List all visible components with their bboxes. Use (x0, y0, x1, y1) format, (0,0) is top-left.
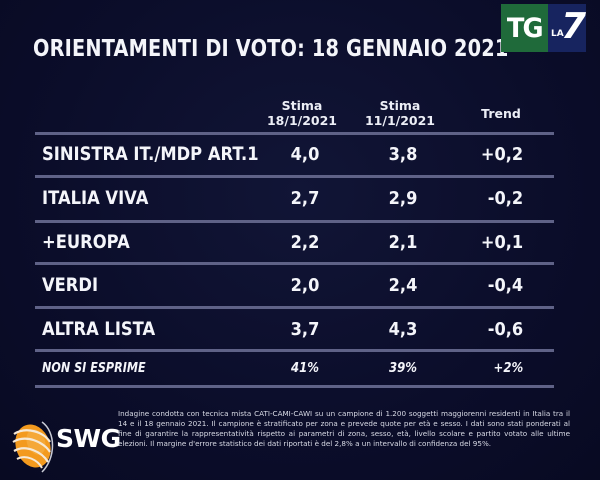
current-value: 41% (290, 361, 320, 376)
current-value: 3,7 (290, 319, 320, 340)
current-value: 2,7 (290, 188, 320, 209)
trend-value: +0,1 (480, 232, 524, 253)
previous-value: 3,8 (388, 144, 418, 165)
current-value: 2,2 (290, 232, 320, 253)
party-name: +EUROPA (42, 231, 130, 253)
party-name: VERDI (42, 274, 99, 296)
trend-value: -0,6 (487, 319, 524, 340)
row-separator (35, 306, 554, 309)
column-header-previous-line2: 11/1/2021 (364, 113, 435, 128)
party-name: SINISTRA IT./MDP ART.1 (42, 143, 259, 165)
row-separator (35, 132, 554, 135)
methodology-note: Indagine condotta con tecnica mista CATI… (118, 409, 570, 448)
trend-value: -0,4 (487, 275, 524, 296)
logo-seven-text: 7 (561, 6, 587, 47)
row-separator (35, 349, 554, 352)
previous-value: 2,9 (388, 188, 418, 209)
row-separator (35, 220, 554, 223)
logo-tg-block: TG (501, 4, 548, 52)
party-name: ALTRA LISTA (42, 318, 156, 340)
column-header-trend: Trend (466, 106, 536, 121)
row-separator (35, 385, 554, 388)
swg-globe-icon (12, 421, 54, 473)
current-value: 4,0 (290, 144, 320, 165)
column-header-current-line2: 18/1/2021 (266, 113, 337, 128)
column-header-current-line1: Stima (281, 98, 323, 113)
tg-la7-logo: TG LA 7 (501, 4, 586, 52)
column-header-previous: Stima 11/1/2021 (360, 98, 440, 128)
row-separator (35, 262, 554, 265)
swg-brand: SWG (56, 424, 121, 453)
page-title: ORIENTAMENTI DI VOTO: 18 GENNAIO 2021 (33, 36, 509, 62)
column-header-previous-line1: Stima (379, 98, 421, 113)
column-header-current: Stima 18/1/2021 (262, 98, 342, 128)
column-header-trend-label: Trend (481, 106, 521, 121)
previous-value: 2,4 (388, 275, 418, 296)
party-name: ITALIA VIVA (42, 187, 149, 209)
logo-tg-text: TG (507, 12, 544, 44)
trend-value: +0,2 (480, 144, 524, 165)
previous-value: 4,3 (388, 319, 418, 340)
trend-value: +2% (493, 361, 524, 376)
previous-value: 39% (388, 361, 418, 376)
logo-la7-block: LA 7 (548, 4, 586, 52)
current-value: 2,0 (290, 275, 320, 296)
party-name: NON SI ESPRIME (42, 361, 146, 376)
previous-value: 2,1 (388, 232, 418, 253)
row-separator (35, 175, 554, 178)
trend-value: -0,2 (487, 188, 524, 209)
logo-la-text: LA (551, 29, 564, 39)
